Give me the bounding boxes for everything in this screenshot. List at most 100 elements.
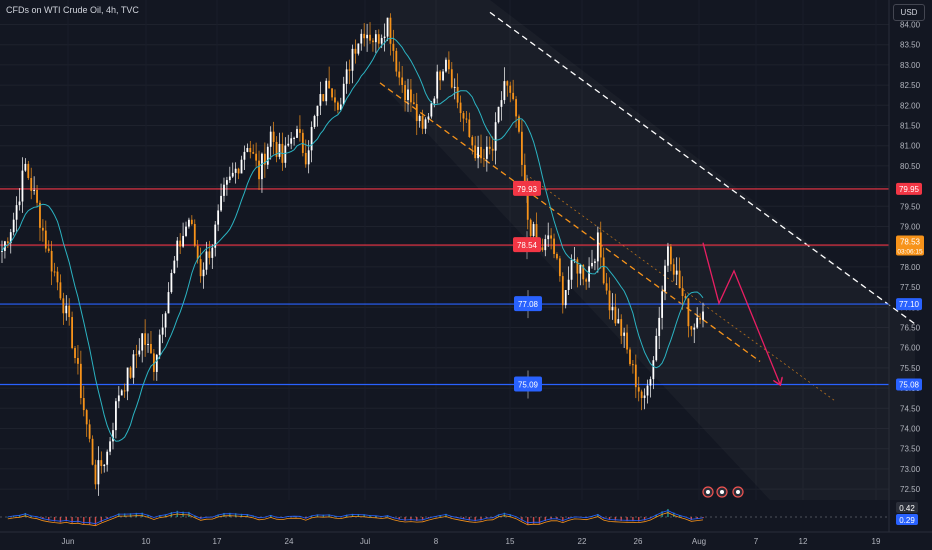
candle-body: [652, 360, 655, 380]
oscillator-bar: [217, 514, 219, 517]
oscillator-bar: [83, 517, 85, 524]
price-level-tag[interactable]: 75.09: [514, 376, 542, 392]
candle-body: [36, 189, 38, 203]
y-tick-label: 76.00: [900, 344, 921, 353]
candle-body: [573, 259, 576, 261]
y-tick-label: 82.50: [900, 81, 921, 90]
candle-body: [377, 34, 380, 44]
candle-body: [39, 202, 41, 228]
x-tick-label: 26: [634, 537, 643, 546]
currency-button[interactable]: USD: [893, 4, 925, 21]
time-axis[interactable]: Jun 10 17 24 Jul 8 15 22 26 Aug 7 12 19: [0, 531, 932, 546]
oscillator-signal-line: [7, 512, 704, 527]
candle-body: [447, 59, 450, 70]
oscillator-bar: [65, 517, 67, 522]
oscillator-bar: [234, 513, 237, 517]
y-tick-label: 80.50: [900, 162, 921, 171]
oscillator-bar: [135, 512, 138, 517]
price-level-tag[interactable]: 79.93: [513, 180, 541, 196]
y-tick-label: 83.50: [900, 41, 921, 50]
oscillator-line: [7, 510, 704, 525]
oscillator-bar: [678, 514, 681, 517]
channel-upper-line[interactable]: [489, 11, 916, 325]
price-level-tag[interactable]: 78.54: [513, 237, 541, 253]
candle-body: [155, 354, 158, 372]
y-tick-label: 74.00: [900, 425, 921, 434]
candle-body: [556, 254, 558, 259]
candle-body: [144, 333, 147, 345]
candle-body: [6, 241, 9, 244]
candle-body: [658, 317, 661, 336]
candle-body: [278, 143, 281, 157]
channel-mid-line[interactable]: [529, 176, 836, 402]
oscillator-bar: [88, 517, 91, 525]
event-flag-icon[interactable]: [702, 486, 714, 498]
candle-body: [550, 235, 553, 239]
candle-body: [33, 189, 36, 191]
oscillator-value-tag: 0.29: [896, 514, 918, 525]
candle-body: [667, 246, 669, 266]
oscillator-bar: [170, 512, 173, 517]
candle-body: [202, 269, 205, 277]
oscillator-value-label: 0.42: [899, 504, 915, 513]
candle-body: [351, 48, 354, 71]
oscillator-bar: [48, 517, 50, 521]
oscillator-bar: [164, 514, 167, 517]
candle-body: [59, 282, 62, 299]
price-level-tag[interactable]: 77.08: [514, 296, 542, 312]
candle-body: [485, 146, 488, 159]
candle-body: [494, 122, 497, 151]
oscillator-bar: [328, 514, 330, 517]
event-flag-icon[interactable]: [716, 486, 728, 498]
candle-body: [535, 224, 538, 242]
candle-body: [243, 151, 246, 160]
projection-arrow[interactable]: [702, 242, 780, 384]
y-tick-label: 75.50: [900, 364, 921, 373]
oscillator-bar: [562, 517, 564, 522]
y-tick-label: 84.00: [900, 21, 921, 30]
candle-body: [240, 159, 243, 174]
oscillator-bar: [147, 514, 149, 517]
candle-body: [596, 232, 599, 262]
candle-body: [702, 311, 704, 320]
candle-body: [1, 250, 3, 252]
candle-body: [412, 102, 415, 105]
candle-body: [369, 34, 371, 41]
candle-body: [30, 177, 33, 191]
candle-body: [85, 410, 88, 425]
x-tick-label: 7: [754, 537, 759, 546]
channel-lower-line[interactable]: [379, 82, 761, 362]
candle-body: [226, 180, 228, 185]
oscillator-bar: [316, 514, 319, 517]
candle-body: [208, 251, 211, 258]
oscillator-bar: [24, 513, 27, 517]
y-tick-label: 79.00: [900, 223, 921, 232]
candle-body: [158, 334, 161, 355]
candle-body: [345, 69, 348, 84]
moving-average-line: [1, 37, 704, 442]
oscillator-bar: [696, 517, 698, 520]
oscillator-bar: [673, 512, 675, 517]
x-tick-label: 19: [872, 537, 881, 546]
candle-body: [336, 102, 339, 110]
x-tick-label: Aug: [692, 537, 706, 546]
candle-body: [9, 232, 12, 244]
oscillator-bar: [690, 517, 693, 520]
candle-body: [553, 238, 555, 255]
candle-body: [497, 106, 500, 123]
event-icons[interactable]: [702, 486, 744, 498]
candle-body: [304, 152, 307, 165]
candle-body: [266, 146, 269, 165]
oscillator-bar: [240, 513, 243, 517]
oscillator-bar: [608, 517, 611, 521]
candle-body: [117, 395, 120, 402]
candle-body: [296, 129, 298, 138]
candle-body: [681, 288, 684, 297]
candle-body: [88, 424, 91, 439]
candle-body: [147, 343, 149, 345]
y-tick-label: 82.00: [900, 101, 921, 110]
event-flag-icon[interactable]: [732, 486, 744, 498]
candle-body: [430, 103, 433, 117]
candle-body: [299, 129, 301, 133]
